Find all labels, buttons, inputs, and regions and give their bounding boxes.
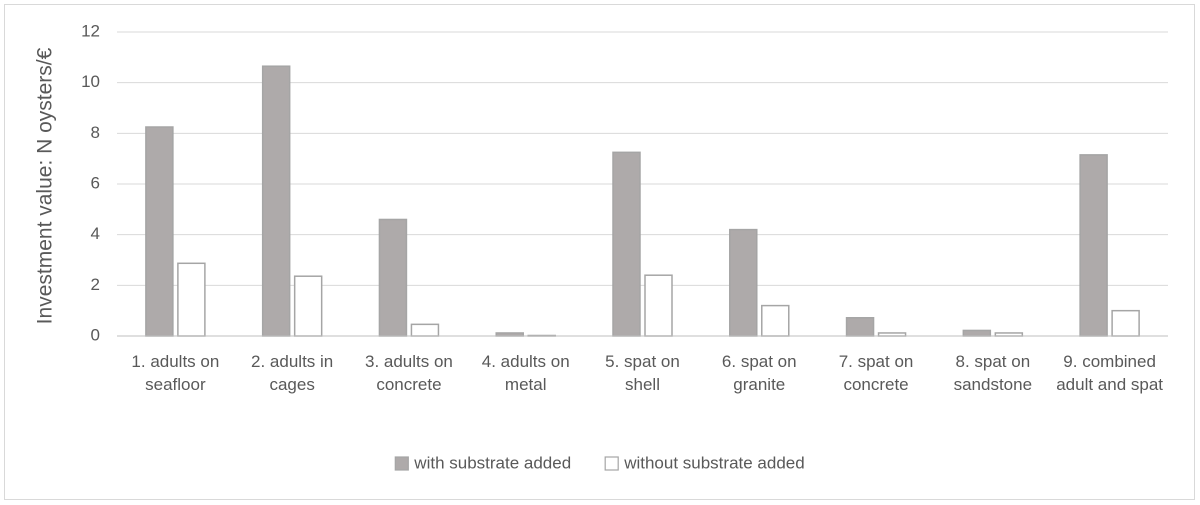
y-tick-label: 6 (91, 173, 100, 192)
y-tick-label: 10 (81, 72, 100, 91)
y-tick-label: 4 (91, 224, 100, 243)
x-tick-label: 1. adults on seafloor (131, 352, 220, 394)
y-tick-label: 0 (91, 325, 100, 344)
bar (293, 275, 323, 337)
x-tick-label: 8. spat on sandstone (953, 352, 1033, 394)
legend-label: without substrate added (623, 453, 805, 472)
y-tick-label: 12 (81, 21, 100, 40)
legend-swatch (394, 456, 409, 471)
bar (729, 228, 758, 337)
x-tick-label: 3. adults on concrete (364, 352, 453, 394)
y-axis-label: Investment value: N oysters/€ (34, 47, 57, 324)
bar (177, 262, 206, 337)
legend-swatch (604, 456, 619, 471)
bar (145, 126, 174, 337)
bar (1079, 154, 1108, 337)
bar (612, 151, 641, 337)
bar (761, 304, 790, 337)
legend-label: with substrate added (413, 453, 571, 472)
bar (378, 218, 408, 337)
bar (1111, 309, 1140, 337)
y-tick-label: 8 (91, 123, 100, 142)
x-tick-label: 7. spat on concrete (838, 352, 914, 394)
x-tick-label: 9. combined adult and spat (1056, 352, 1164, 394)
bar (644, 274, 673, 337)
bar (410, 323, 440, 337)
y-tick-label: 2 (91, 275, 100, 294)
x-tick-label: 4. adults on metal (481, 352, 570, 394)
bar (261, 65, 291, 337)
x-tick-label: 5. spat on shell (605, 352, 680, 394)
x-tick-label: 2. adults in cages (251, 352, 334, 394)
x-tick-label: 6. spat on granite (721, 352, 797, 394)
chart-border (4, 4, 1195, 500)
bar (845, 317, 875, 337)
bar (962, 329, 992, 337)
